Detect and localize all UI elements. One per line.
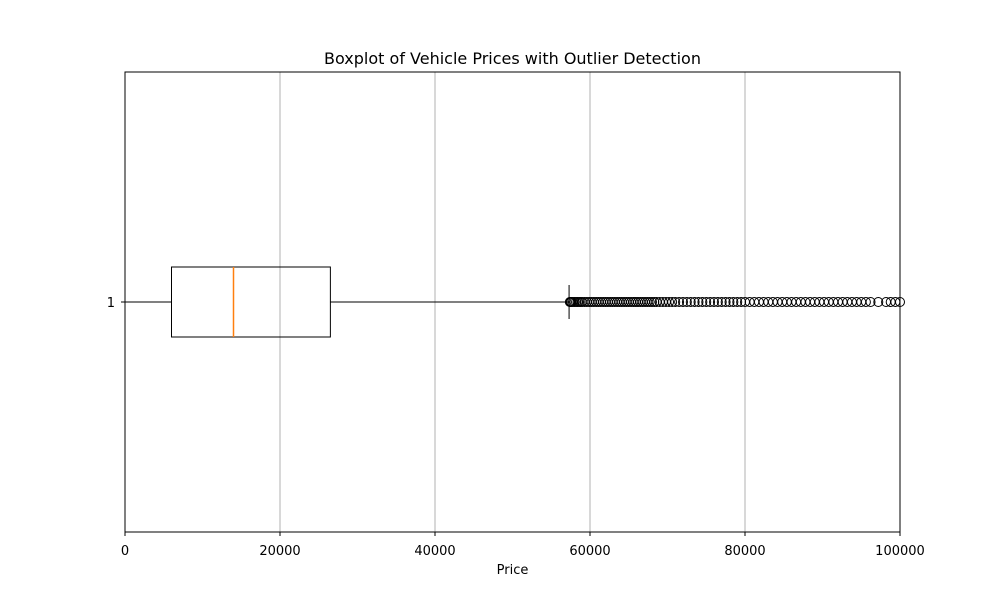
x-tick-label: 40000 [414, 544, 455, 559]
outlier-point [701, 297, 712, 307]
box-layer [124, 266, 570, 338]
x-tick-label: 80000 [724, 544, 765, 559]
outlier-point [667, 297, 678, 307]
outlier-layer [564, 297, 905, 307]
x-tick-label: 60000 [569, 544, 610, 559]
y-tick-label: 1 [107, 296, 115, 311]
outlier-point [873, 297, 884, 307]
outlier-point [674, 297, 685, 307]
outlier-point [664, 297, 675, 307]
outlier-point [720, 297, 731, 307]
x-tick-label: 20000 [259, 544, 300, 559]
outlier-point [865, 297, 876, 307]
x-axis-label: Price [497, 563, 529, 578]
outlier-point [716, 297, 727, 307]
tick-layer: 0 20000 40000 60000 80000 100000 1 [107, 296, 925, 559]
outlier-point [689, 297, 700, 307]
x-tick-label: 0 [121, 544, 129, 559]
iqr-box [171, 266, 331, 338]
outlier-point [724, 297, 735, 307]
outlier-point [860, 297, 871, 307]
outlier-point [697, 297, 708, 307]
outlier-point [705, 297, 716, 307]
outlier-point [681, 297, 692, 307]
outlier-point [685, 297, 696, 307]
x-tick-label: 100000 [875, 544, 925, 559]
outlier-point [670, 297, 681, 307]
outlier-point [712, 297, 723, 307]
outlier-point [728, 297, 739, 307]
outlier-point [678, 297, 688, 307]
outlier-point [644, 297, 655, 307]
outlier-point [693, 297, 704, 307]
outlier-point [709, 297, 719, 307]
outlier-point [647, 297, 657, 307]
outlier-point [732, 297, 743, 307]
chart-title: Boxplot of Vehicle Prices with Outlier D… [324, 49, 701, 68]
